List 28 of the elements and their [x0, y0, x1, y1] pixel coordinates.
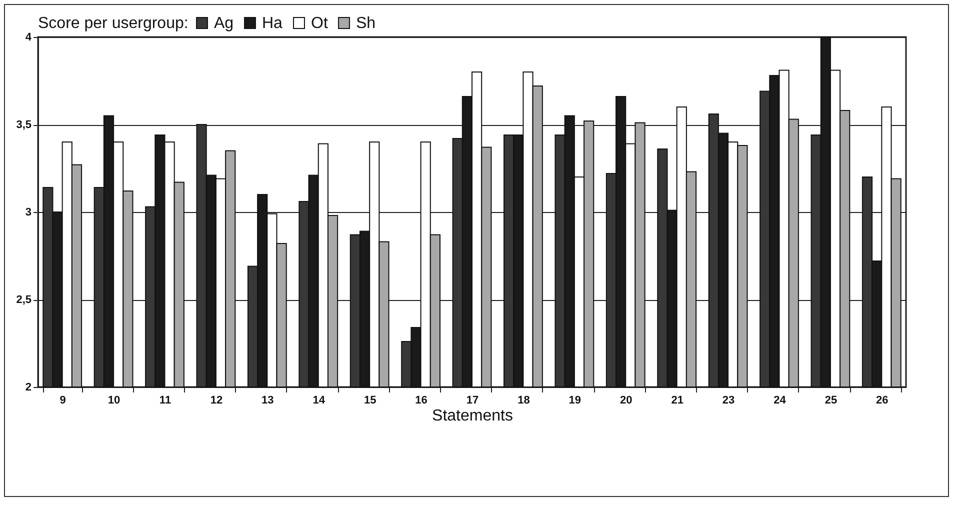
x-tick-label: 13 [262, 394, 274, 406]
y-tick-label: 4 [25, 32, 32, 44]
x-tick-label: 15 [364, 394, 376, 406]
x-tick-label: 16 [415, 394, 428, 406]
x-axis-title: Statements [432, 408, 513, 424]
x-tick-label: 19 [568, 394, 582, 406]
x-tick-label: 12 [210, 394, 223, 406]
legend-label: Ha [262, 15, 283, 32]
legend-label: Sh [356, 15, 376, 32]
legend-label: Ot [311, 15, 328, 32]
legend-title: Score per usergroup: [38, 15, 188, 32]
y-tick-label: 3 [25, 206, 32, 218]
x-tick-label: 26 [876, 394, 888, 406]
x-tick-label: 18 [518, 394, 530, 406]
x-tick-label: 17 [466, 394, 479, 406]
x-tick-label: 23 [722, 394, 735, 406]
y-tick-label: 2,5 [16, 294, 32, 306]
legend-label: Ag [214, 15, 234, 32]
x-tick-label: 20 [620, 394, 632, 406]
y-tick-label: 3,5 [16, 119, 32, 131]
x-tick-label: 21 [671, 394, 684, 406]
x-tick-label: 9 [60, 394, 66, 406]
x-tick-label: 10 [108, 394, 120, 406]
x-tick-label: 24 [774, 394, 787, 406]
y-tick-label: 2 [25, 382, 32, 394]
x-tick-label: 25 [824, 394, 838, 406]
x-tick-label: 14 [312, 394, 326, 406]
x-tick-label: 11 [159, 394, 172, 406]
